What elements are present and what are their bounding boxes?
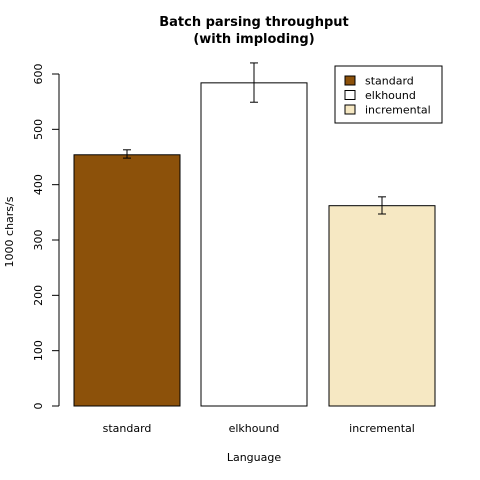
chart-title-line-1: Batch parsing throughput (159, 15, 349, 30)
x-tick-label-incremental: incremental (349, 422, 415, 435)
bar-standard (73, 154, 181, 407)
error-bar-elkhound (250, 62, 258, 103)
bars-group (73, 82, 436, 407)
bar-elkhound (200, 82, 308, 407)
legend-label-standard: standard (365, 75, 414, 88)
y-tick-label: 300 (32, 230, 45, 251)
legend-swatch-elkhound (344, 90, 356, 100)
bar-incremental (328, 205, 436, 407)
chart-title-line-2: (with imploding) (193, 32, 314, 47)
y-axis-label: 1000 chars/s (3, 196, 16, 267)
y-tick-label: 600 (32, 64, 45, 85)
y-tick-label: 500 (32, 119, 45, 140)
legend-label-elkhound: elkhound (365, 89, 416, 102)
x-tick-label-standard: standard (103, 422, 152, 435)
y-tick-label: 100 (32, 340, 45, 361)
error-bar-standard (123, 149, 131, 159)
y-axis: 0 100 200 300 400 500 600 (32, 64, 60, 410)
y-tick-label: 200 (32, 285, 45, 306)
x-axis-label: Language (227, 451, 282, 464)
y-tick-label: 0 (32, 403, 45, 410)
y-tick-label: 400 (32, 174, 45, 195)
legend-swatch-incremental (344, 104, 356, 115)
legend-swatch-standard (344, 75, 356, 86)
x-tick-labels: standard elkhound incremental (103, 422, 415, 435)
x-tick-label-elkhound: elkhound (229, 422, 280, 435)
error-bar-incremental (378, 196, 386, 215)
error-bars-group (123, 62, 386, 215)
legend-label-incremental: incremental (365, 104, 431, 117)
